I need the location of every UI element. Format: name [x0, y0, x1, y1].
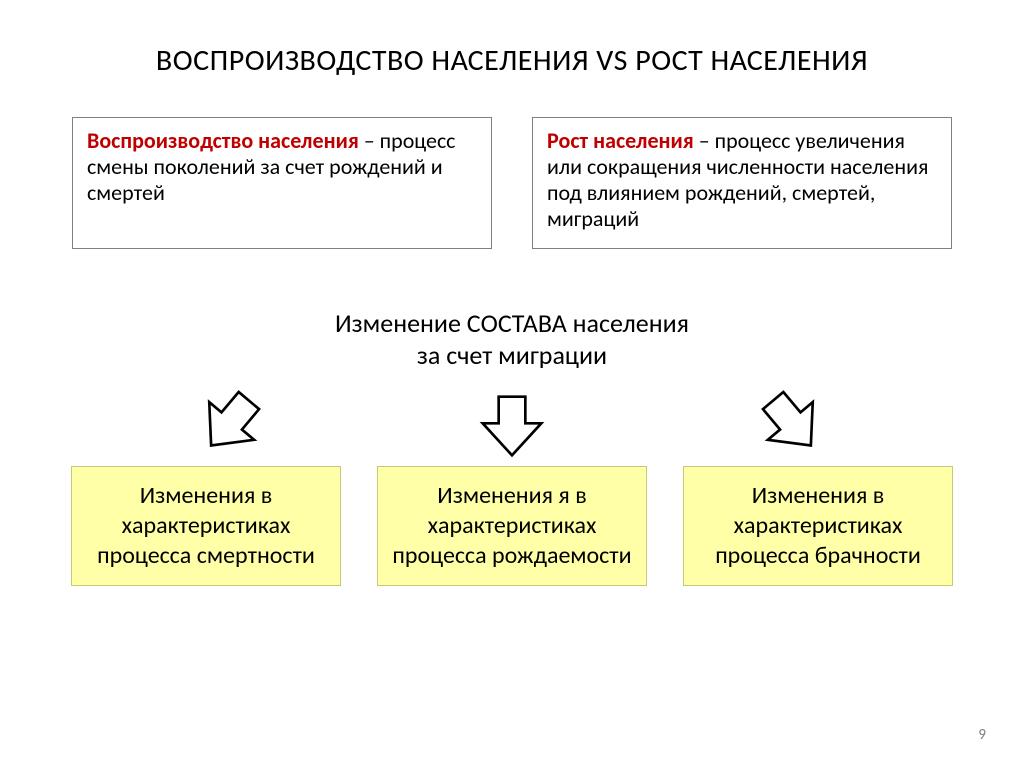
- definition-left: Воспроизводство населения – процесс смен…: [72, 117, 492, 249]
- arrow-center-wrap: [472, 384, 552, 473]
- middle-text: Изменение СОСТАВА населения за счет мигр…: [0, 307, 1024, 372]
- definition-left-term: Воспроизводство населения: [87, 127, 359, 154]
- arrow-right-wrap: [752, 378, 832, 473]
- definitions-row: Воспроизводство населения – процесс смен…: [0, 117, 1024, 249]
- arrow-left-wrap: [190, 378, 270, 473]
- definition-right: Рост населения – процесс увеличения или …: [532, 117, 952, 249]
- slide-title: ВОСПРОИЗВОДСТВО НАСЕЛЕНИЯ VS РОСТ НАСЕЛЕ…: [0, 0, 1024, 79]
- middle-text-line1: Изменение СОСТАВА населения: [0, 307, 1024, 340]
- arrows-row: [0, 382, 1024, 460]
- page-number: 9: [978, 726, 986, 744]
- definition-right-term: Рост населения: [547, 127, 694, 154]
- bottom-box-fertility: Изменения я в характеристиках процесса р…: [377, 466, 647, 586]
- arrow-down-icon: [472, 384, 552, 468]
- bottom-box-mortality: Изменения в характеристиках процесса сме…: [71, 466, 341, 586]
- bottom-row: Изменения в характеристиках процесса сме…: [0, 466, 1024, 586]
- middle-text-line2: за счет миграции: [0, 339, 1024, 372]
- bottom-box-nuptiality: Изменения в характеристиках процесса бра…: [683, 466, 953, 586]
